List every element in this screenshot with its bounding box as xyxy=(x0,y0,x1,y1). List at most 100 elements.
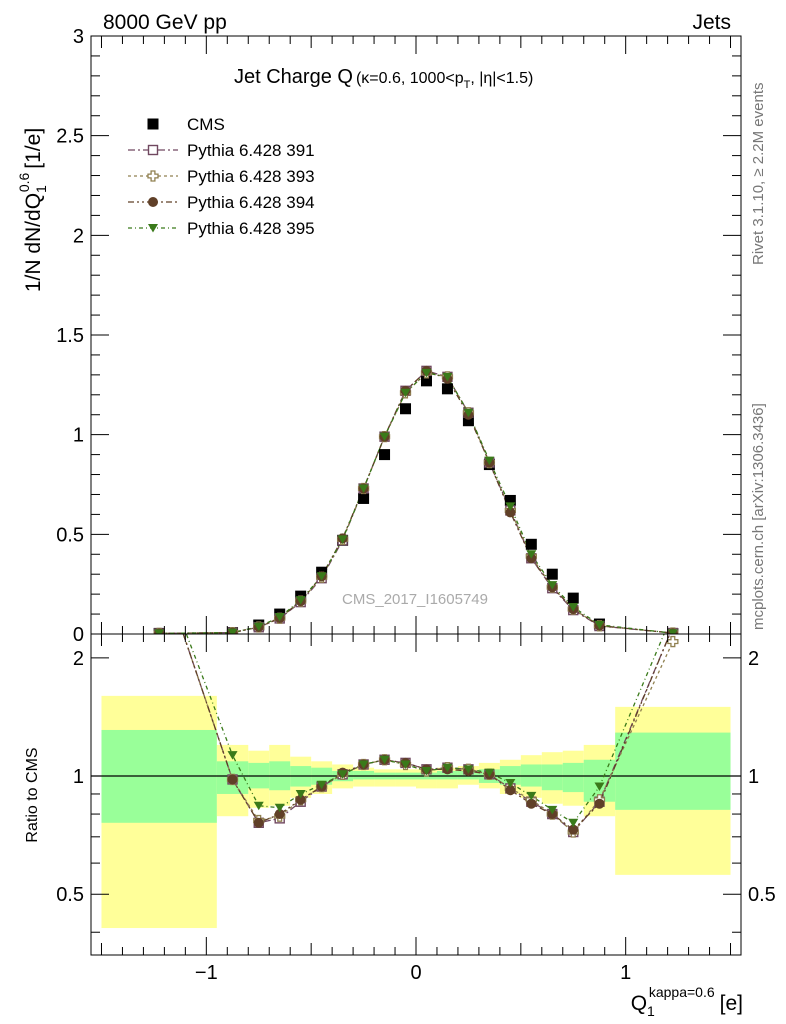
y-tick-label: 0 xyxy=(73,624,84,646)
ratio-point xyxy=(668,609,678,618)
y-tick-label: 1 xyxy=(73,425,84,447)
ratio-point xyxy=(154,558,164,567)
x-tick-label: 0 xyxy=(410,962,421,984)
main-clipped xyxy=(153,365,679,634)
ratio-point xyxy=(274,809,285,820)
ratio-point xyxy=(526,798,537,809)
legend: CMS Pythia 6.428 391 Pythia 6.428 393 Pythi… xyxy=(128,115,315,238)
ratio-point xyxy=(547,805,558,815)
ratio-point xyxy=(667,635,679,648)
mc-point xyxy=(400,388,411,398)
data-point xyxy=(546,568,558,580)
mc-point xyxy=(295,596,306,605)
mc-point xyxy=(594,620,605,630)
y-tick-label: 2.5 xyxy=(56,126,84,148)
legend-label: Pythia 6.428 393 xyxy=(187,167,315,186)
data-point xyxy=(462,415,474,427)
legend-marker xyxy=(147,144,159,156)
legend-label: Pythia 6.428 395 xyxy=(187,219,315,238)
stat-uncertainty-band xyxy=(353,770,375,780)
mc-point xyxy=(667,629,678,634)
mc-line xyxy=(159,372,673,634)
legend-marker xyxy=(147,118,159,130)
ratio-point xyxy=(295,794,306,805)
data-point xyxy=(358,492,370,504)
data-point xyxy=(567,592,579,604)
legend-marker xyxy=(148,197,158,207)
legend-label: CMS xyxy=(187,115,225,134)
chart-title-sub: (κ=0.6, 1000<p xyxy=(356,70,464,87)
y-axis-label-unit: [1/e] xyxy=(22,128,45,169)
y-axis-label-main: 1/N dN/dQ xyxy=(22,193,45,292)
ratio-y-tick-labels: 0.5 0.5 1 1 2 2 xyxy=(56,648,776,906)
mc-point xyxy=(442,372,453,382)
ratio-point xyxy=(379,755,390,765)
mc-point xyxy=(421,368,432,378)
mc-point xyxy=(358,484,369,493)
x-tick-label: 1 xyxy=(620,962,631,984)
category-label: Jets xyxy=(692,11,731,34)
mc-point xyxy=(547,581,558,590)
ratio-point xyxy=(568,818,579,828)
ratio-y-tick-label-right: 1 xyxy=(748,766,759,788)
data-point xyxy=(420,375,432,387)
chart-title-sub-rest: , |η|<1.5) xyxy=(470,70,533,87)
stat-uncertainty-band xyxy=(615,732,731,810)
ratio-point xyxy=(227,774,238,785)
mc-point xyxy=(568,603,579,612)
ratio-point xyxy=(155,558,164,567)
y-axis-label: 1/N dN/dQ10.6 [1/e] xyxy=(16,128,49,292)
ratio-point xyxy=(568,824,579,835)
legend-label: Pythia 6.428 391 xyxy=(187,141,315,160)
legend-label: Pythia 6.428 394 xyxy=(187,193,315,212)
mc-point xyxy=(505,502,516,511)
rivet-label: Rivet 3.1.10, ≥ 2.2M events xyxy=(750,83,767,266)
stat-uncertainty-band xyxy=(562,762,584,793)
main-data-layer xyxy=(153,365,679,634)
ratio-point xyxy=(154,557,164,567)
x-axis-label-main: Q xyxy=(631,992,647,1015)
stat-uncertainty-band xyxy=(541,764,563,791)
y-axis-label-sup: 0.6 xyxy=(16,172,32,192)
legend-marker xyxy=(148,224,158,233)
data-point xyxy=(379,449,391,461)
mc-point xyxy=(154,629,165,634)
ratio-data-layer xyxy=(154,557,679,838)
ratio-point xyxy=(484,768,495,778)
main-ticks xyxy=(91,35,741,635)
data-point xyxy=(504,494,516,506)
chart-title-main: Jet Charge Q xyxy=(234,66,353,88)
ratio-point xyxy=(526,791,537,801)
ratio-y-axis-label: Ratio to CMS xyxy=(24,747,41,842)
data-point xyxy=(400,403,412,415)
ratio-y-tick-label-right: 0.5 xyxy=(748,884,776,906)
mc-point xyxy=(227,628,238,634)
ratio-panel: 0.5 0.51 12 2 −1 0 1 Ratio to CMS Q1kappa=0.6… xyxy=(24,557,776,1019)
ratio-point xyxy=(594,798,605,809)
mc-point xyxy=(505,507,516,518)
ratio-point xyxy=(337,770,348,779)
ratio-point xyxy=(463,765,474,774)
ratio-ticks xyxy=(91,634,741,955)
y-tick-label: 2 xyxy=(73,225,84,247)
mc-point xyxy=(463,408,474,418)
legend-marker xyxy=(147,170,159,182)
ratio-point xyxy=(358,760,369,769)
ratio-point xyxy=(400,760,411,769)
mc-point xyxy=(337,535,348,544)
ratio-point xyxy=(316,780,327,790)
ratio-point xyxy=(295,789,306,799)
ratio-point xyxy=(505,785,516,796)
ratio-point xyxy=(227,751,238,760)
y-tick-label: 0.5 xyxy=(56,524,84,546)
ratio-clipped xyxy=(154,557,679,838)
ratio-point xyxy=(253,801,264,811)
x-axis-label: Q1 kappa=0.6 [e] xyxy=(631,984,743,1019)
chart-title: Jet Charge Q (κ=0.6, 1000<pT, |η|<1.5) xyxy=(234,66,533,91)
data-point xyxy=(525,538,537,550)
x-axis-label-unit: [e] xyxy=(720,992,743,1015)
ratio-y-tick-label: 1 xyxy=(73,766,84,788)
ratio-point xyxy=(274,803,285,813)
mc-point xyxy=(316,572,327,581)
data-point xyxy=(441,383,453,395)
